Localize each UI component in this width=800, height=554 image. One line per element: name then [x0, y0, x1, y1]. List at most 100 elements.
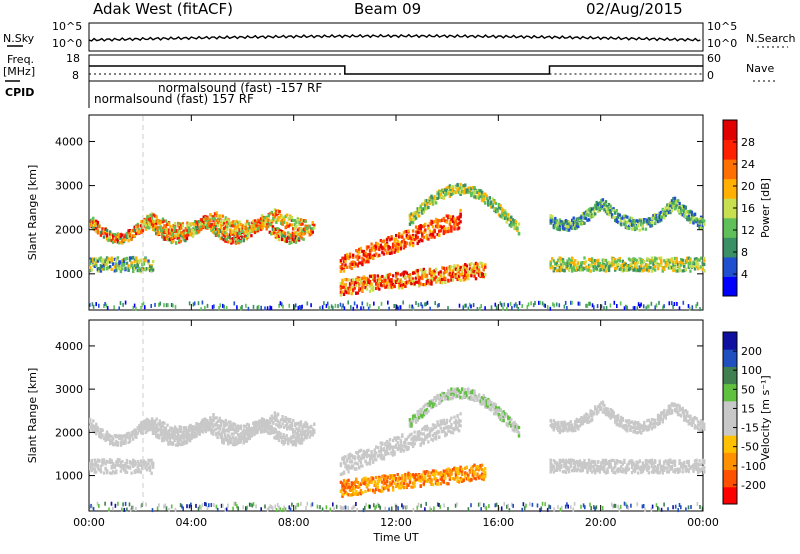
heatmap-cell	[616, 304, 618, 308]
heatmap-cell	[272, 213, 275, 217]
heatmap-cell	[227, 441, 230, 445]
heatmap-cell	[249, 427, 252, 431]
heatmap-cell	[224, 429, 227, 433]
heatmap-cell	[497, 203, 501, 207]
heatmap-cell	[255, 423, 258, 427]
heatmap-cell	[607, 266, 611, 270]
heatmap-cell	[299, 432, 302, 436]
heatmap-cell	[444, 219, 447, 223]
heatmap-cell	[405, 236, 409, 240]
heatmap-cell	[666, 209, 669, 213]
heatmap-cell	[220, 423, 223, 427]
heatmap-cell	[703, 269, 706, 273]
heatmap-cell	[388, 238, 392, 242]
heatmap-cell	[112, 470, 115, 474]
heatmap-cell	[388, 283, 392, 287]
heatmap-cell	[284, 416, 287, 420]
heatmap-cell	[186, 429, 189, 433]
heatmap-cell	[227, 219, 231, 223]
heatmap-cell	[190, 435, 194, 439]
heatmap-cell	[104, 436, 107, 440]
heatmap-cell	[516, 304, 518, 309]
heatmap-cell	[513, 223, 516, 227]
heatmap-cell	[105, 237, 109, 241]
heatmap-cell	[241, 435, 244, 439]
heatmap-cell	[595, 203, 598, 207]
heatmap-cell	[416, 241, 419, 246]
heatmap-cell	[656, 216, 660, 220]
heatmap-cell	[96, 466, 100, 470]
heatmap-cell	[141, 267, 144, 271]
heatmap-cell	[93, 470, 96, 474]
heatmap-cell	[427, 199, 430, 203]
heatmap-cell	[237, 239, 241, 243]
heatmap-cell	[295, 224, 298, 229]
heatmap-cell	[450, 189, 453, 193]
heatmap-cell	[124, 266, 127, 270]
heatmap-cell	[348, 252, 352, 256]
cpid-entry-1: normalsound (fast) 157 RF	[94, 92, 254, 106]
heatmap-cell	[149, 425, 152, 429]
heatmap-cell	[676, 301, 678, 306]
heatmap-cell	[206, 428, 209, 432]
heatmap-cell	[141, 423, 145, 427]
heatmap-cell	[246, 430, 249, 434]
heatmap-cell	[461, 272, 464, 276]
heatmap-cell	[471, 266, 475, 270]
heatmap-cell	[303, 231, 307, 235]
heatmap-cell	[633, 306, 636, 310]
heatmap-cell	[416, 227, 419, 232]
heatmap-cell	[245, 237, 248, 241]
heatmap-cell	[676, 209, 680, 213]
heatmap-cell	[652, 266, 655, 271]
heatmap-cell	[343, 306, 346, 311]
heatmap-cell	[139, 460, 143, 464]
heatmap-cell	[425, 274, 429, 278]
heatmap-cell	[150, 304, 152, 308]
heatmap-cell	[177, 430, 180, 434]
heatmap-cell	[244, 439, 247, 443]
heatmap-cell	[115, 469, 118, 473]
heatmap-cell	[98, 467, 101, 471]
heatmap-cell	[600, 200, 603, 204]
heatmap-cell	[344, 283, 347, 287]
heatmap-cell	[696, 263, 700, 267]
heatmap-cell	[99, 468, 103, 472]
heatmap-cell	[190, 425, 194, 429]
heatmap-cell	[90, 465, 93, 469]
heatmap-cell	[193, 431, 197, 435]
heatmap-cell	[473, 270, 476, 274]
heatmap-cell	[430, 200, 433, 204]
heatmap-cell	[414, 276, 418, 280]
heatmap-cell	[259, 224, 263, 228]
heatmap-cell	[640, 261, 643, 265]
heatmap-cell	[212, 414, 215, 419]
heatmap-cell	[633, 226, 637, 230]
heatmap-cell	[654, 305, 656, 310]
heatmap-cell	[442, 216, 445, 220]
heatmap-cell	[210, 222, 214, 226]
heatmap-cell	[295, 220, 298, 224]
heatmap-cell	[462, 184, 465, 188]
heatmap-cell	[280, 302, 283, 307]
heatmap-cell	[184, 441, 187, 445]
heatmap-cell	[584, 216, 588, 220]
heatmap-cell	[500, 207, 504, 211]
heatmap-cell	[92, 304, 95, 309]
heatmap-cell	[119, 442, 123, 446]
heatmap-cell	[632, 227, 635, 231]
heatmap-cell	[607, 202, 611, 207]
heatmap-cell	[299, 227, 303, 231]
heatmap-cell	[207, 223, 211, 227]
heatmap-cell	[130, 431, 133, 435]
heatmap-cell	[577, 218, 580, 223]
heatmap-cell	[342, 458, 346, 462]
heatmap-cell	[687, 256, 690, 260]
heatmap-cell	[361, 260, 364, 264]
heatmap-cell	[438, 219, 441, 223]
heatmap-cell	[416, 280, 419, 284]
heatmap-cell	[647, 265, 651, 269]
heatmap-cell	[661, 207, 664, 211]
heatmap-cell	[203, 424, 206, 428]
heatmap-cell	[213, 428, 216, 432]
